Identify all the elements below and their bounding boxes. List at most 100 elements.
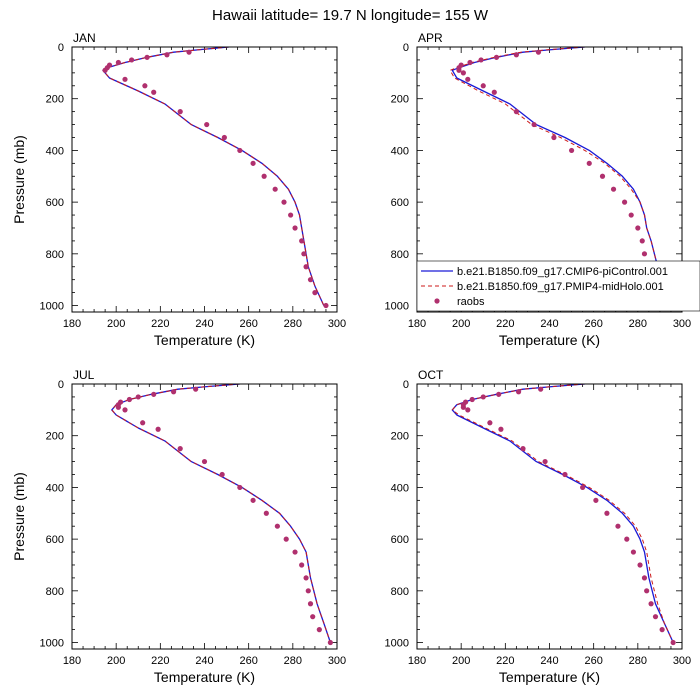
picontrol-line xyxy=(451,384,674,643)
raobs-point xyxy=(301,251,307,257)
raobs-point xyxy=(469,396,475,403)
y-tick-label: 600 xyxy=(391,197,409,209)
midholo-line xyxy=(111,384,331,643)
raobs-point xyxy=(237,484,243,491)
raobs-point xyxy=(237,147,243,154)
raobs-point xyxy=(480,394,486,400)
raobs-point xyxy=(186,49,192,55)
legend-box xyxy=(416,260,700,312)
raobs-point xyxy=(299,562,305,568)
raobs-point xyxy=(538,386,544,392)
y-tick-label: 400 xyxy=(46,482,64,494)
raobs-point xyxy=(639,238,645,244)
y-tick-label: 200 xyxy=(391,94,409,106)
x-tick-label: 260 xyxy=(239,318,257,330)
x-tick-label: 220 xyxy=(496,655,514,667)
raobs-point xyxy=(327,639,333,646)
x-axis-label: Temperature (K) xyxy=(154,669,255,685)
raobs-point xyxy=(630,549,637,555)
y-tick-label: 400 xyxy=(46,145,64,157)
plot-frame xyxy=(416,383,683,650)
raobs-point xyxy=(635,225,641,231)
raobs-point xyxy=(323,302,329,309)
panel-label: OCT xyxy=(418,368,444,382)
legend-entry: b.e21.B1850.f09_g17.PMIP4-midHolo.001 xyxy=(457,281,664,293)
raobs-point xyxy=(599,173,606,179)
raobs-point xyxy=(201,458,208,465)
raobs-point xyxy=(628,212,634,218)
raobs-point xyxy=(115,59,121,66)
y-tick-label: 1000 xyxy=(385,638,409,650)
x-tick-label: 180 xyxy=(408,655,426,667)
raobs-point xyxy=(456,67,462,73)
raobs-point xyxy=(498,426,504,432)
raobs-point xyxy=(515,389,522,395)
plot-area xyxy=(111,384,333,646)
raobs-point xyxy=(487,420,493,426)
raobs-point xyxy=(307,601,314,607)
raobs-point xyxy=(250,497,256,503)
plot-frame xyxy=(71,46,338,313)
x-tick-label: 200 xyxy=(107,318,125,330)
raobs-point xyxy=(478,57,484,63)
raobs-point xyxy=(303,264,309,270)
raobs-point xyxy=(621,199,628,205)
raobs-point xyxy=(142,83,148,89)
raobs-point xyxy=(465,76,471,82)
x-tick-label: 240 xyxy=(540,318,558,330)
x-tick-label: 240 xyxy=(195,655,213,667)
raobs-point xyxy=(513,109,519,115)
raobs-point xyxy=(151,89,157,95)
raobs-point xyxy=(263,510,269,516)
x-tick-label: 260 xyxy=(239,655,257,667)
raobs-point xyxy=(177,109,183,115)
raobs-point xyxy=(316,627,322,633)
y-tick-label: 0 xyxy=(403,42,409,54)
x-tick-label: 180 xyxy=(63,655,81,667)
raobs-point xyxy=(535,49,542,55)
raobs-point xyxy=(122,76,128,82)
raobs-point xyxy=(652,614,659,620)
y-tick-label: 0 xyxy=(58,379,64,391)
y-tick-label: 800 xyxy=(46,249,64,261)
x-tick-label: 300 xyxy=(673,655,691,667)
y-tick-label: 800 xyxy=(391,249,409,261)
legend-swatch-raobs xyxy=(434,298,440,304)
picontrol-line xyxy=(102,47,325,306)
raobs-point xyxy=(562,471,568,478)
raobs-point xyxy=(204,121,210,128)
plot-frame xyxy=(416,46,683,313)
raobs-point xyxy=(164,52,170,58)
y-axis-label: Pressure (mb) xyxy=(11,135,27,224)
panel-jan: 180 200 220 240 260 280 300 0 200 400 600 800 1000 Te… xyxy=(11,31,346,348)
midholo-line xyxy=(102,47,325,306)
y-tick-label: 0 xyxy=(58,42,64,54)
panel-jul: 180 200 220 240 260 280 300 0 200 400 600 800 1000 Te… xyxy=(11,368,346,685)
x-tick-label: 300 xyxy=(673,318,691,330)
panel-oct: 180 200 220 240 260 280 300 0 200 400 600 800 1000 Te… xyxy=(385,368,692,685)
y-tick-label: 400 xyxy=(391,482,409,494)
raobs-point xyxy=(261,173,267,179)
raobs-point xyxy=(586,160,592,166)
legend-entry: b.e21.B1850.f09_g17.CMIP6-piControl.001 xyxy=(457,266,668,278)
raobs-point xyxy=(288,212,294,218)
raobs-point xyxy=(659,627,665,633)
raobs-point xyxy=(281,199,287,205)
y-tick-label: 1000 xyxy=(40,301,64,313)
x-tick-label: 200 xyxy=(452,655,470,667)
x-tick-label: 180 xyxy=(408,318,426,330)
x-tick-label: 200 xyxy=(452,318,470,330)
raobs-point xyxy=(115,404,121,410)
y-tick-label: 0 xyxy=(403,379,409,391)
raobs-point xyxy=(299,238,305,244)
x-tick-label: 280 xyxy=(629,655,647,667)
legend-entry: raobs xyxy=(457,296,485,308)
x-axis-label: Temperature (K) xyxy=(499,332,600,348)
figure-title: Hawaii latitude= 19.7 N longitude= 155 W xyxy=(212,7,489,24)
raobs-point xyxy=(122,407,128,413)
legend: b.e21.B1850.f09_g17.CMIP6-piControl.001b… xyxy=(416,260,700,312)
raobs-point xyxy=(624,536,630,542)
plot-frame xyxy=(71,383,338,650)
raobs-point xyxy=(102,67,108,73)
raobs-point xyxy=(520,446,526,452)
